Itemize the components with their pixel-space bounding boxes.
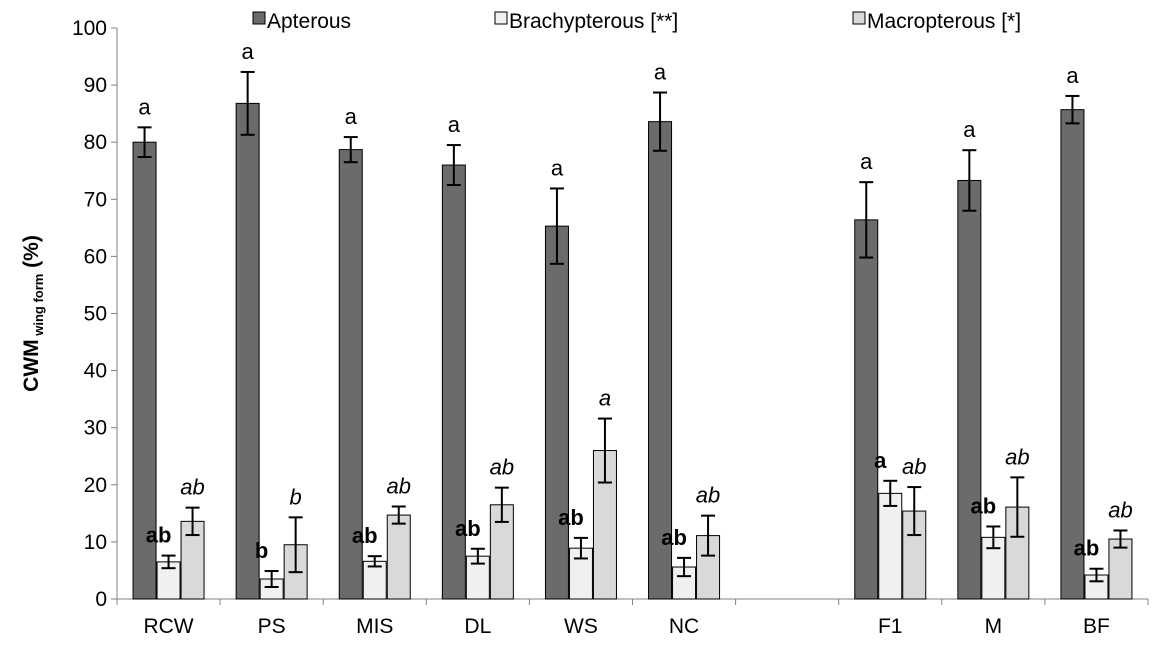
bar-annotation-label: ab [661,525,687,550]
x-tick-label: PS [258,615,286,638]
y-axis-title-main: CWM [20,339,43,391]
bar-annotation-label: a [1066,63,1079,88]
bar-annotation-label: a [860,149,873,174]
bar-annotation-label: a [963,117,976,142]
bar-annotation-label: ab [180,475,204,500]
bar-annotation-label: ab [490,455,514,480]
bar-apterous [1060,109,1085,600]
bar-apterous [544,225,569,600]
bar-brachypterous [878,492,903,600]
bar-annotation-label: ab [902,454,926,479]
bar-annotation-label: ab [971,493,997,518]
bar-annotation-label: b [255,538,268,563]
bar-annotation-label: ab [1074,536,1100,561]
legend-swatch [494,11,508,25]
y-tick-label: 40 [84,360,107,383]
y-tick-label: 60 [84,245,107,268]
bar-annotation-label: ab [1108,497,1132,522]
y-tick-label: 20 [84,474,107,497]
bar-annotation-label: ab [387,473,411,498]
bar-annotation-label: a [138,94,151,119]
bar-annotation-label: ab [455,516,481,541]
y-tick-label: 90 [84,74,107,97]
bar-annotation-label: ab [146,523,172,548]
bar-annotation-label: a [551,155,564,180]
x-tick-label: DL [464,615,491,638]
x-tick-label: WS [564,615,598,638]
bar-apterous [957,179,982,600]
bar-annotation-label: a [242,39,255,64]
legend-label: Macropterous [*] [867,10,1021,33]
x-tick-label: BF [1083,615,1110,638]
bar-annotation-label: b [290,484,302,509]
x-tick-label: NC [669,615,699,638]
bar-annotation-label: a [448,112,461,137]
x-tick-label: MIS [356,615,393,638]
x-tick-label: RCW [143,615,193,638]
bar-apterous [854,219,879,600]
bar-annotation-label: a [654,60,667,85]
y-tick-label: 50 [84,303,107,326]
bar-macropterous [386,514,411,600]
bar-annotation-label: a [345,104,358,129]
legend-label: Apterous [267,10,351,33]
y-axis-title-unit: (%) [20,235,43,274]
y-tick-label: 30 [84,417,107,440]
y-axis-title: CWM wing form (%) [20,235,46,392]
y-tick-label: 10 [84,531,107,554]
x-tick-label: F1 [878,615,903,638]
bar-annotation-label: a [874,448,887,473]
y-tick-label: 80 [84,131,107,154]
y-tick-label: 0 [95,588,107,611]
legend-swatch [852,11,866,25]
legend-label: Brachypterous [**] [509,10,678,33]
bar-annotation-label: ab [1005,444,1029,469]
bar-annotation-label: ab [352,523,378,548]
y-axis-title-subscript: wing form [31,274,46,340]
bar-annotation-label: a [599,386,611,411]
y-tick-label: 70 [84,188,107,211]
legend-swatch [252,11,266,25]
bar-annotation-label: ab [696,483,720,508]
x-tick-label: M [985,615,1003,638]
y-tick-label: 100 [72,17,107,40]
bar-apterous [235,102,260,600]
bar-annotation-label: ab [558,505,584,530]
